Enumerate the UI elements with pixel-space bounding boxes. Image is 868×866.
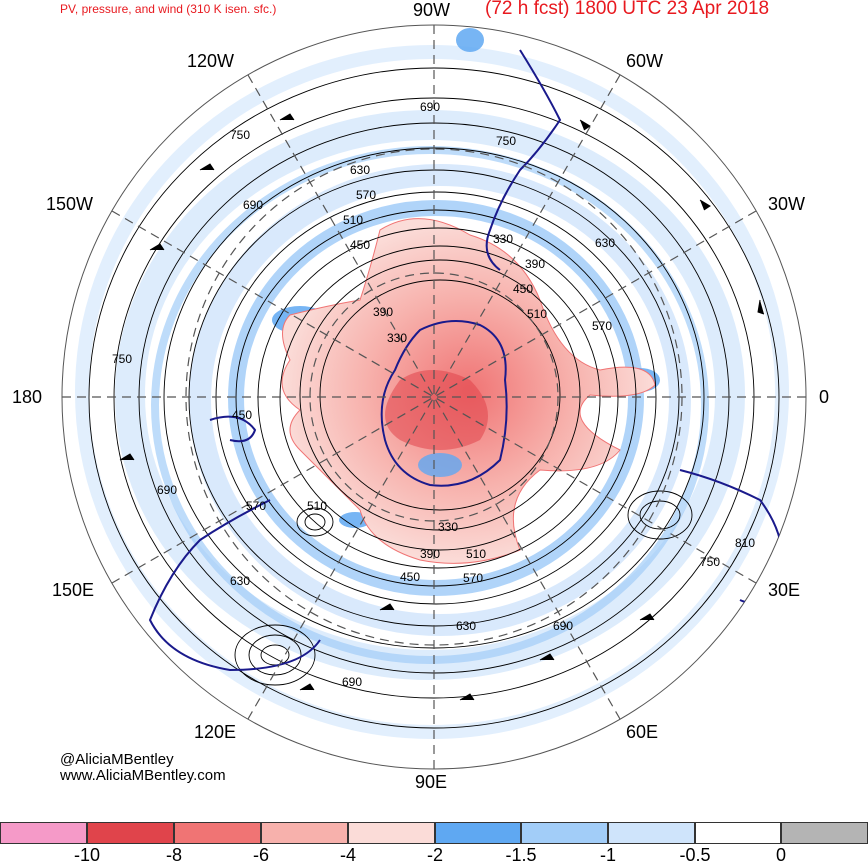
contour-label: 690	[553, 619, 573, 633]
contour-label: 390	[373, 305, 393, 319]
contour-label: 450	[513, 282, 533, 296]
colorbar-tick: -6	[252, 845, 270, 865]
lon-label-120e: 120E	[194, 722, 237, 742]
colorbar	[0, 822, 868, 844]
colorbar-tick: -8	[165, 845, 183, 865]
lon-label-120w: 120W	[187, 51, 235, 71]
contour-label: 570	[356, 188, 376, 202]
pv-shading-strong-red	[385, 370, 488, 450]
colorbar-swatch	[261, 822, 348, 844]
contour-label: 390	[525, 257, 545, 271]
contour-label: 330	[387, 331, 407, 345]
contour-label: 750	[700, 555, 720, 569]
lon-label-90w: 90W	[413, 0, 451, 20]
contour-label: 750	[112, 352, 132, 366]
contour-label: 510	[466, 547, 486, 561]
lon-label-30e: 30E	[768, 580, 801, 600]
credit-website: www.AliciaMBentley.com	[60, 767, 226, 784]
pv-shading-light-blue	[75, 45, 789, 739]
colorbar-swatch	[348, 822, 435, 844]
contour-label: 570	[463, 571, 483, 585]
contour-label: 690	[420, 100, 440, 114]
lon-label-180: 180	[12, 387, 43, 407]
contour-label: 690	[157, 483, 177, 497]
contour-label: 630	[456, 619, 476, 633]
contour-label-group: 330 330 330 390 390 390 450 450 450 450 …	[112, 100, 755, 689]
wind-barbs	[119, 113, 765, 701]
map-subtitle: PV, pressure, and wind (310 K isen. sfc.…	[60, 2, 277, 16]
contour-label: 750	[496, 134, 516, 148]
lon-label-150e: 150E	[52, 580, 95, 600]
contour-label: 750	[230, 128, 250, 142]
pv-shading-blue-center	[418, 453, 462, 477]
colorbar-swatch	[87, 822, 174, 844]
contour-label: 570	[592, 319, 612, 333]
lon-label-90e: 90E	[415, 772, 448, 792]
contour-label: 510	[527, 307, 547, 321]
colorbar-swatch	[521, 822, 608, 844]
colorbar-tick: -10	[73, 845, 101, 865]
contour-label: 330	[493, 232, 513, 246]
colorbar-tick: -4	[339, 845, 357, 865]
contour-label: 450	[400, 570, 420, 584]
lon-label-30w: 30W	[768, 194, 806, 214]
contour-label: 450	[350, 238, 370, 252]
contour-label: 630	[230, 574, 250, 588]
lon-label-150w: 150W	[46, 194, 94, 214]
colorbar-tick: 0	[775, 845, 787, 865]
colorbar-swatch	[695, 822, 781, 844]
lon-label-60w: 60W	[626, 51, 664, 71]
contour-label: 690	[342, 675, 362, 689]
polar-map: 330 330 330 390 390 390 450 450 450 450 …	[61, 24, 807, 770]
colorbar-tick: -1	[599, 845, 617, 865]
contour-label: 390	[420, 547, 440, 561]
colorbar-swatch	[174, 822, 261, 844]
colorbar-tick: -1.5	[505, 845, 537, 865]
colorbar-swatch	[0, 822, 87, 844]
colorbar-tick: -2	[426, 845, 444, 865]
lon-label-0: 0	[819, 387, 830, 407]
contour-label: 690	[243, 198, 263, 212]
credit-handle: @AliciaMBentley	[60, 751, 174, 768]
contour-label: 330	[438, 520, 458, 534]
contour-label: 630	[350, 163, 370, 177]
colorbar-swatch	[608, 822, 695, 844]
colorbar-tick: -0.5	[679, 845, 711, 865]
map-title: (72 h fcst) 1800 UTC 23 Apr 2018	[485, 0, 770, 19]
lon-label-60e: 60E	[626, 722, 659, 742]
colorbar-swatch	[781, 822, 868, 844]
contour-label: 630	[595, 236, 615, 250]
contour-label: 810	[735, 536, 755, 550]
contour-label: 510	[343, 213, 363, 227]
contour-label: 570	[246, 499, 266, 513]
contour-label: 510	[307, 499, 327, 513]
colorbar-swatch	[435, 822, 521, 844]
graticule	[62, 25, 806, 769]
contour-label: 450	[232, 408, 252, 422]
